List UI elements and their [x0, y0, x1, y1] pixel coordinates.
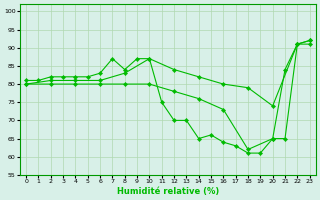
- X-axis label: Humidité relative (%): Humidité relative (%): [117, 187, 219, 196]
